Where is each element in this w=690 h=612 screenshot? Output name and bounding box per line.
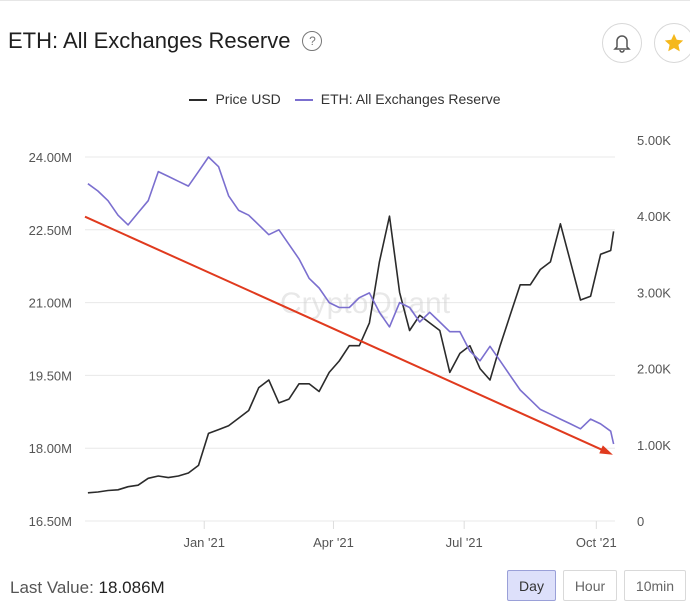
favorite-button[interactable] [654, 23, 690, 63]
y-left-tick-label: 19.50M [29, 368, 72, 383]
x-tick-label: Jan '21 [183, 535, 225, 550]
legend-item-reserve[interactable]: ETH: All Exchanges Reserve [294, 91, 501, 107]
title-text: ETH: All Exchanges Reserve [8, 28, 291, 53]
y-left-tick-label: 21.00M [29, 296, 72, 311]
y-right-tick-label: 4.00K [637, 209, 671, 224]
y-right-tick-label: 1.00K [637, 438, 671, 453]
y-right-tick-label: 3.00K [637, 285, 671, 300]
last-value: Last Value: 18.086M [10, 578, 165, 597]
interval-day-button[interactable]: Day [507, 570, 556, 601]
interval-hour-button[interactable]: Hour [563, 570, 617, 601]
y-left-tick-label: 24.00M [29, 150, 72, 165]
watermark: CryptoQuant [280, 287, 451, 320]
y-right-tick-label: 5.00K [637, 133, 671, 148]
series-line-price [87, 215, 615, 494]
y-right-tick-label: 0 [637, 514, 644, 529]
question-circle-icon[interactable]: ? [302, 31, 323, 51]
x-tick-label: Oct '21 [576, 535, 617, 550]
y-right-tick-label: 2.00K [637, 362, 671, 377]
x-tick-label: Jul '21 [446, 535, 483, 550]
interval-10min-button[interactable]: 10min [624, 570, 686, 601]
star-icon [664, 33, 684, 52]
legend: Price USD ETH: All Exchanges Reserve [0, 91, 690, 107]
y-left-tick-label: 18.00M [29, 441, 72, 456]
series-line-reserve [87, 156, 615, 445]
y-left-tick-label: 22.50M [29, 223, 72, 238]
x-tick-label: Apr '21 [313, 535, 354, 550]
legend-item-price[interactable]: Price USD [189, 91, 281, 107]
alert-button[interactable] [602, 23, 642, 63]
y-left-tick-label: 16.50M [29, 514, 72, 529]
trend-arrow-head [599, 445, 613, 455]
trend-arrow-line [84, 215, 610, 454]
bell-icon [613, 35, 631, 53]
page-title: ETH: All Exchanges Reserve ? [8, 28, 323, 54]
